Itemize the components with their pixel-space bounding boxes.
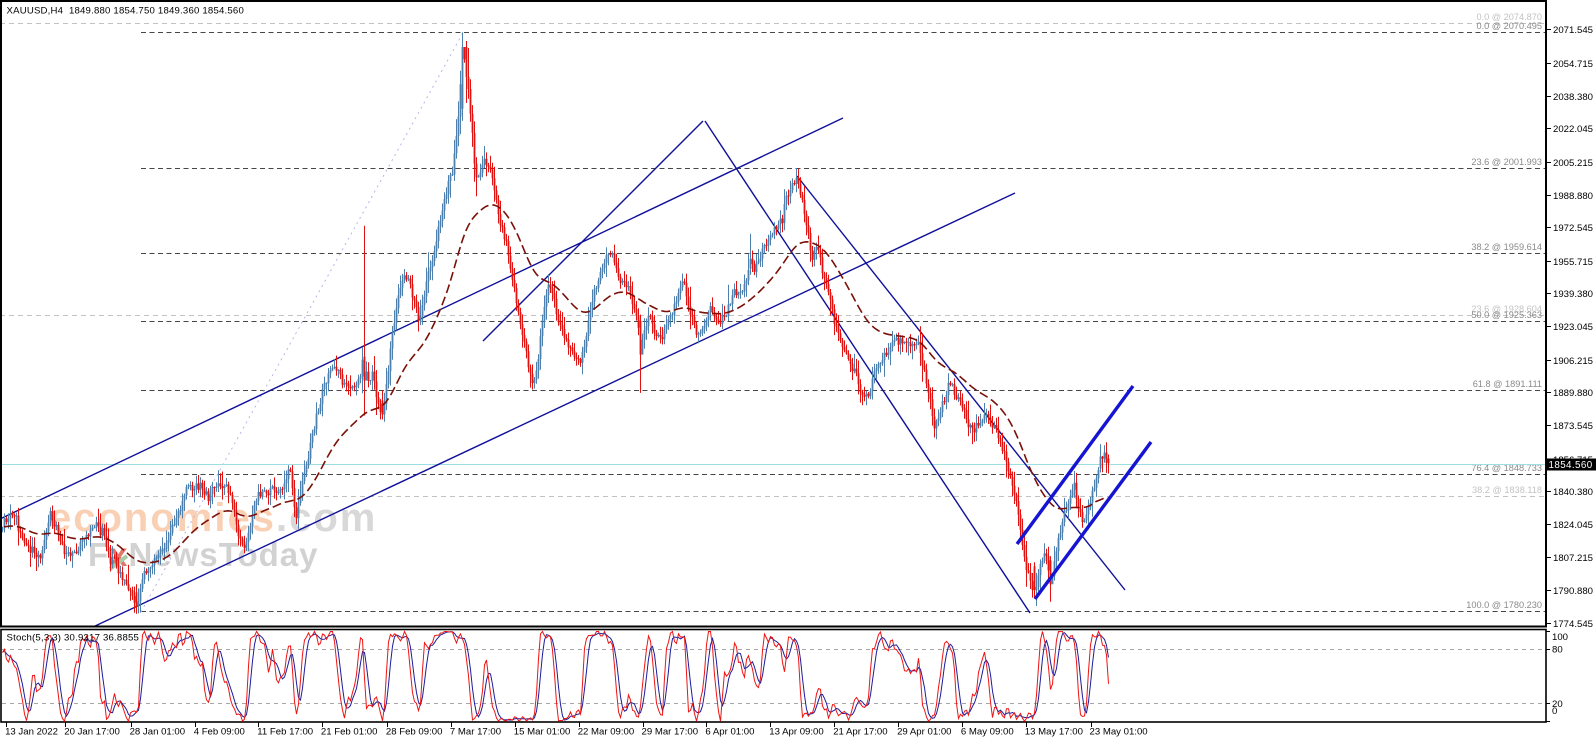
svg-text:0: 0 <box>1552 706 1557 717</box>
svg-text:1988.880: 1988.880 <box>1553 191 1593 202</box>
svg-text:28 Feb 09:00: 28 Feb 09:00 <box>386 727 443 738</box>
svg-text:23 May 01:00: 23 May 01:00 <box>1090 727 1148 738</box>
svg-text:15 Mar 01:00: 15 Mar 01:00 <box>514 727 571 738</box>
svg-text:1840.380: 1840.380 <box>1553 487 1593 498</box>
svg-text:XAUUSD,H4 1849.880 1854.750 1: XAUUSD,H4 1849.880 1854.750 1849.360 185… <box>7 6 245 17</box>
svg-text:21 Apr 17:00: 21 Apr 17:00 <box>833 727 887 738</box>
svg-text:11 Feb 17:00: 11 Feb 17:00 <box>257 727 313 738</box>
svg-text:2005.215: 2005.215 <box>1553 158 1593 169</box>
svg-text:20: 20 <box>1552 699 1563 710</box>
svg-text:0.0 @ 2070.495: 0.0 @ 2070.495 <box>1476 21 1542 31</box>
svg-text:1939.380: 1939.380 <box>1553 289 1593 300</box>
svg-text:2071.545: 2071.545 <box>1553 25 1593 36</box>
svg-text:1923.045: 1923.045 <box>1553 322 1593 333</box>
svg-text:1854.560: 1854.560 <box>1549 460 1593 471</box>
svg-text:20 Jan 17:00: 20 Jan 17:00 <box>64 727 119 738</box>
svg-text:1955.715: 1955.715 <box>1553 257 1593 268</box>
svg-text:61.8 @ 1891.111: 61.8 @ 1891.111 <box>1473 379 1542 389</box>
svg-text:28 Jan 01:00: 28 Jan 01:00 <box>130 727 185 738</box>
svg-text:1790.880: 1790.880 <box>1553 586 1593 597</box>
svg-text:38.2 @ 1838.118: 38.2 @ 1838.118 <box>1472 485 1542 495</box>
svg-text:38.2 @ 1959.614: 38.2 @ 1959.614 <box>1471 242 1542 252</box>
svg-text:1972.545: 1972.545 <box>1553 223 1593 234</box>
svg-text:76.4 @ 1848.733: 76.4 @ 1848.733 <box>1471 463 1542 473</box>
svg-text:1889.880: 1889.880 <box>1553 388 1593 399</box>
svg-text:6 Apr 01:00: 6 Apr 01:00 <box>705 727 754 738</box>
svg-text:100: 100 <box>1552 632 1568 643</box>
svg-text:13 Apr 09:00: 13 Apr 09:00 <box>769 727 823 738</box>
svg-text:7 Mar 17:00: 7 Mar 17:00 <box>450 727 501 738</box>
svg-text:50.0 @ 1925.363: 50.0 @ 1925.363 <box>1471 310 1542 320</box>
svg-text:2038.380: 2038.380 <box>1553 92 1593 103</box>
svg-text:80: 80 <box>1552 645 1563 656</box>
svg-text:1807.215: 1807.215 <box>1553 553 1593 564</box>
svg-text:29 Apr 01:00: 29 Apr 01:00 <box>897 727 951 738</box>
svg-text:Stoch(5,3,3) 30.9317 36.8855: Stoch(5,3,3) 30.9317 36.8855 <box>7 633 140 644</box>
svg-text:21 Feb 01:00: 21 Feb 01:00 <box>321 727 378 738</box>
svg-text:13 May 17:00: 13 May 17:00 <box>1025 727 1083 738</box>
svg-text:100.0 @ 1780.230: 100.0 @ 1780.230 <box>1466 600 1542 610</box>
svg-text:2054.715: 2054.715 <box>1553 59 1593 70</box>
svg-text:1873.545: 1873.545 <box>1553 421 1593 432</box>
svg-text:2022.045: 2022.045 <box>1553 124 1593 135</box>
svg-text:1824.045: 1824.045 <box>1553 520 1593 531</box>
svg-text:13 Jan 2022: 13 Jan 2022 <box>5 727 58 738</box>
svg-text:1906.215: 1906.215 <box>1553 356 1593 367</box>
svg-text:22 Mar 09:00: 22 Mar 09:00 <box>578 727 635 738</box>
svg-text:1774.545: 1774.545 <box>1553 619 1593 630</box>
svg-text:23.6 @ 1928.604: 23.6 @ 1928.604 <box>1471 304 1542 314</box>
svg-text:29 Mar 17:00: 29 Mar 17:00 <box>642 727 699 738</box>
svg-text:23.6 @ 2001.993: 23.6 @ 2001.993 <box>1471 157 1542 167</box>
svg-text:0.0 @ 2074.870: 0.0 @ 2074.870 <box>1476 12 1542 22</box>
svg-text:4 Feb 09:00: 4 Feb 09:00 <box>194 727 245 738</box>
svg-text:6 May 09:00: 6 May 09:00 <box>961 727 1014 738</box>
